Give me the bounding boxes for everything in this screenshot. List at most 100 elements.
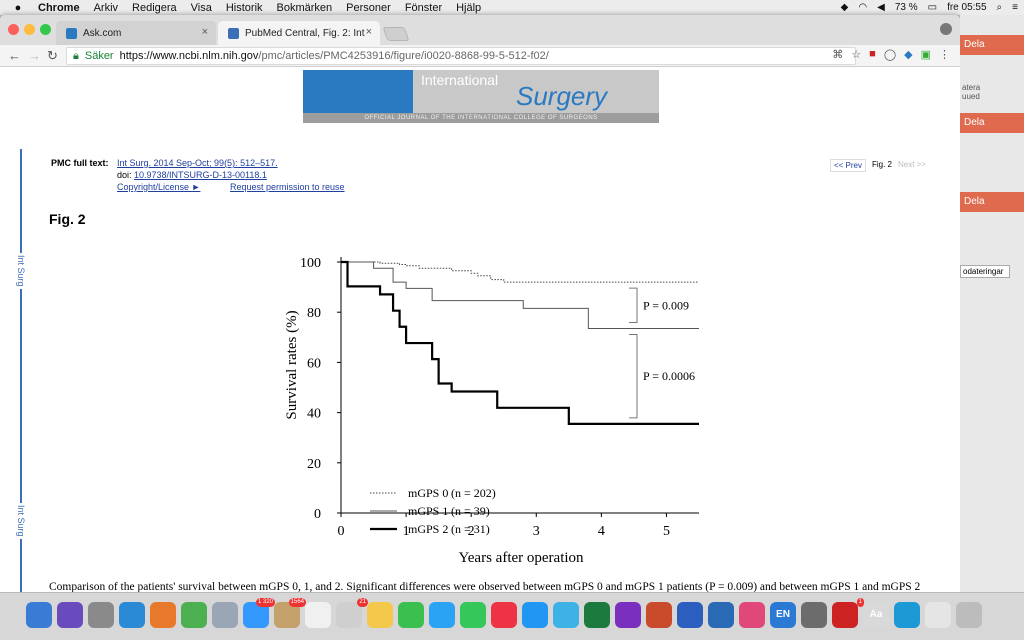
panel-text: atera — [962, 83, 981, 92]
secure-label: Säker — [84, 50, 114, 62]
battery-percent[interactable]: 73 % — [894, 2, 918, 13]
menu-item-hjalp[interactable]: Hjälp — [456, 1, 482, 14]
copyright-link[interactable]: Copyright/License ► — [117, 182, 201, 192]
dock-app-icon[interactable] — [212, 602, 238, 628]
dock-app-icon[interactable]: 1564 — [274, 598, 306, 628]
dock-app-icon[interactable] — [57, 602, 83, 628]
dock-app-icon[interactable] — [925, 602, 951, 628]
legend-series-name: mGPS 1 — [408, 504, 448, 518]
dock-badge: 21 — [357, 598, 368, 607]
y-tick-label: 20 — [307, 457, 321, 472]
dropbox-icon[interactable]: ◆ — [840, 2, 849, 13]
volume-icon[interactable]: ◀ — [877, 2, 885, 13]
citation-link[interactable]: Int Surg. 2014 Sep-Oct; 99(5): 512–517. — [117, 158, 278, 168]
pmc-full-text-label: PMC full text: — [51, 158, 109, 168]
maximize-window-icon[interactable] — [40, 24, 51, 35]
permission-link[interactable]: Request permission to reuse — [230, 182, 345, 192]
dock-app-icon[interactable] — [26, 602, 52, 628]
close-tab-icon[interactable]: × — [365, 26, 372, 38]
menu-app-name[interactable]: Chrome — [38, 1, 80, 14]
dock-app-icon[interactable] — [801, 602, 827, 628]
address-bar[interactable]: 🔒︎ Säker https://www.ncbi.nlm.nih.gov/pm… — [66, 47, 856, 65]
prev-figure-link[interactable]: << Prev — [829, 159, 866, 172]
sidebar-label-bottom[interactable]: Int Surg — [16, 503, 26, 539]
close-tab-icon[interactable]: × — [201, 26, 208, 38]
dock-app-icon[interactable] — [615, 602, 641, 628]
notification-icon[interactable]: ≡ — [1012, 2, 1018, 13]
extension-icon[interactable]: ◆ — [904, 49, 913, 61]
menu-icon[interactable]: ⋮ — [939, 49, 950, 61]
spotlight-icon[interactable]: ⌕ — [996, 2, 1003, 13]
bookmark-star-icon[interactable]: ☆ — [851, 49, 862, 61]
y-tick-label: 0 — [314, 507, 321, 522]
dock-app-icon[interactable] — [677, 602, 703, 628]
dock-app-icon[interactable]: EN — [770, 602, 796, 628]
dock-app-icon[interactable] — [305, 602, 331, 628]
menu-item-redigera[interactable]: Redigera — [132, 1, 177, 14]
extension-icon[interactable]: ▣ — [920, 49, 931, 61]
macos-dock: 1 320 1564 21 EN 1 Aa — [0, 592, 1024, 640]
menu-item-visa[interactable]: Visa — [190, 1, 212, 14]
extension-icons: ⌘ ☆ ■ ◯ ◆ ▣ ⋮ — [832, 48, 950, 61]
tab-ask[interactable]: Ask.com × — [56, 21, 216, 45]
share-bar[interactable]: Dela — [960, 113, 1024, 133]
dock-app-icon[interactable] — [119, 602, 145, 628]
close-window-icon[interactable] — [8, 24, 19, 35]
current-figure: Fig. 2 — [871, 160, 892, 169]
share-bar[interactable]: Dela — [960, 192, 1024, 212]
dock-app-icon[interactable] — [367, 602, 393, 628]
dock-app-icon[interactable] — [739, 602, 765, 628]
dock-app-icon[interactable] — [429, 602, 455, 628]
journal-banner[interactable]: International Surgery OFFICIAL JOURNAL O… — [303, 70, 659, 123]
menu-item-historik[interactable]: Historik — [225, 1, 263, 14]
apple-icon[interactable]: ● — [14, 1, 22, 14]
college-logo — [303, 70, 413, 113]
wifi-icon[interactable]: ◠ — [858, 2, 868, 13]
menu-item-fonster[interactable]: Fönster — [404, 1, 443, 14]
dock-app-icon[interactable] — [88, 602, 114, 628]
dock-app-icon[interactable] — [894, 602, 920, 628]
back-icon[interactable]: ← — [8, 48, 21, 63]
dock-app-icon[interactable] — [584, 602, 610, 628]
share-bar[interactable]: Dela — [960, 35, 1024, 55]
extension-icon[interactable]: ■ — [869, 48, 876, 60]
url-host: https://www.ncbi.nlm.nih.gov — [119, 50, 259, 62]
dock-app-icon[interactable] — [491, 602, 517, 628]
dock-app-icon[interactable]: 21 — [336, 598, 368, 628]
new-tab-button[interactable] — [382, 27, 410, 41]
dock-app-icon[interactable] — [708, 602, 734, 628]
menu-item-arkiv[interactable]: Arkiv — [93, 1, 119, 14]
lock-icon[interactable]: 🔒︎ — [73, 49, 79, 62]
clock[interactable]: fre 05:55 — [947, 2, 987, 13]
ask-favicon-icon — [66, 27, 77, 39]
y-tick-label: 60 — [307, 356, 321, 371]
dock-app-icon[interactable]: Aa — [863, 602, 889, 628]
dock-app-icon[interactable] — [398, 602, 424, 628]
tab-pubmed[interactable]: PubMed Central, Fig. 2: Int Sur × — [218, 21, 380, 45]
dock-app-icon[interactable]: 1 320 — [243, 598, 275, 628]
dock-app-icon[interactable] — [522, 602, 548, 628]
forward-icon[interactable]: → — [28, 48, 41, 63]
menu-item-bokmarken[interactable]: Bokmärken — [276, 1, 333, 14]
dock-app-icon[interactable] — [646, 602, 672, 628]
dock-app-icon[interactable]: 1 — [832, 598, 864, 628]
reload-icon[interactable]: ↻ — [47, 48, 58, 63]
translate-icon[interactable]: ⌘ — [832, 49, 844, 61]
updates-button[interactable]: odateringar — [960, 265, 1010, 278]
dock-app-icon[interactable] — [956, 602, 982, 628]
sidebar-label-top[interactable]: Int Surg — [16, 253, 26, 289]
y-axis-label: Survival rates (%) — [284, 310, 300, 419]
p-value-bracket — [629, 334, 638, 419]
dock-app-icon[interactable] — [460, 602, 486, 628]
menu-item-personer[interactable]: Personer — [346, 1, 391, 14]
dock-app-icon[interactable] — [181, 602, 207, 628]
profile-icon[interactable] — [940, 23, 952, 35]
extension-icon[interactable]: ◯ — [883, 49, 897, 61]
dock-app-icon[interactable] — [150, 602, 176, 628]
figure-title: Fig. 2 — [49, 211, 86, 227]
browser-window: Ask.com × PubMed Central, Fig. 2: Int Su… — [0, 15, 960, 592]
doi-link[interactable]: 10.9738/INTSURG-D-13-00118.1 — [134, 170, 267, 180]
tab-strip: Ask.com × PubMed Central, Fig. 2: Int Su… — [0, 15, 960, 45]
minimize-window-icon[interactable] — [24, 24, 35, 35]
dock-app-icon[interactable] — [553, 602, 579, 628]
